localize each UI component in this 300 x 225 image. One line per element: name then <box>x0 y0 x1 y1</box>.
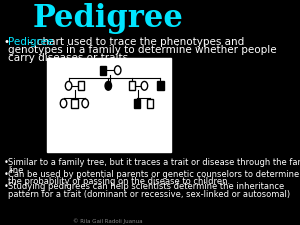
Bar <box>47 58 171 152</box>
Text: Studying pedigrees can help scientists determine the inheritance: Studying pedigrees can help scientists d… <box>8 182 284 191</box>
Circle shape <box>65 81 72 90</box>
Text: Pedigree: Pedigree <box>33 3 184 34</box>
Circle shape <box>114 66 121 75</box>
Text: © Rila Gail Radoli Juanua: © Rila Gail Radoli Juanua <box>74 218 143 224</box>
Text: genotypes in a family to determine whether people: genotypes in a family to determine wheth… <box>8 45 277 55</box>
Text: •: • <box>4 37 10 47</box>
Circle shape <box>60 99 67 108</box>
Text: the probability of passing on the disease to children.: the probability of passing on the diseas… <box>8 177 230 186</box>
Text: •: • <box>4 182 8 191</box>
Text: pattern for a trait (dominant or recessive, sex-linked or autosomal): pattern for a trait (dominant or recessi… <box>8 190 290 199</box>
Circle shape <box>105 81 112 90</box>
Bar <box>78 81 84 90</box>
Bar <box>147 99 153 108</box>
Text: •: • <box>4 170 8 179</box>
Circle shape <box>141 81 148 90</box>
Text: Similar to a family tree, but it traces a trait or disease through the family: Similar to a family tree, but it traces … <box>8 158 300 167</box>
Bar <box>134 99 140 108</box>
Text: – chart used to trace the phenotypes and: – chart used to trace the phenotypes and <box>25 37 244 47</box>
Bar <box>157 81 164 90</box>
Text: line: line <box>8 166 23 175</box>
Text: carry diseases or traits: carry diseases or traits <box>8 53 128 63</box>
Text: Pedigree: Pedigree <box>8 37 53 47</box>
Bar <box>71 99 78 108</box>
Circle shape <box>82 99 88 108</box>
Text: •: • <box>4 158 8 167</box>
Bar <box>100 66 106 75</box>
Text: Can be used by potential parents or genetic counselors to determine: Can be used by potential parents or gene… <box>8 170 299 179</box>
Bar <box>129 81 135 90</box>
